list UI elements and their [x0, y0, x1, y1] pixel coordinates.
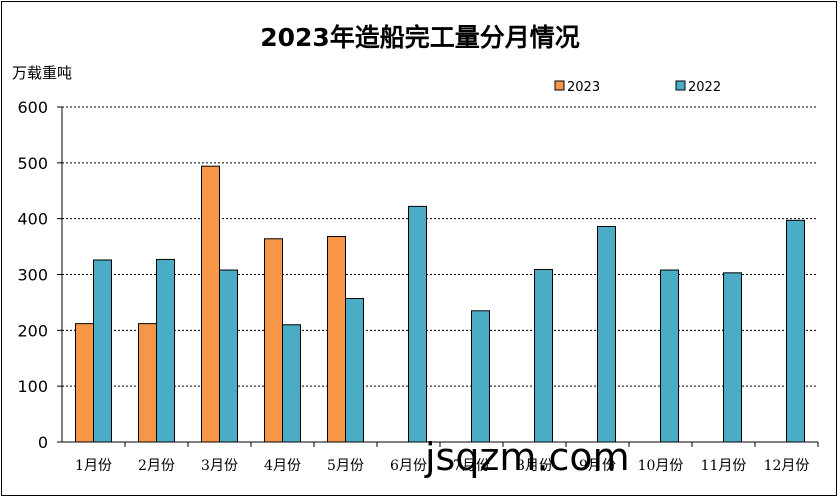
legend-label-2022: 2022 [688, 80, 721, 95]
bar-2022 [723, 272, 742, 443]
y-axis-label: 万载重吨 [12, 64, 72, 82]
bar-2022 [408, 205, 427, 443]
x-tick-label: 11月份 [701, 458, 747, 474]
y-tick-label: 300 [17, 266, 48, 285]
x-tick-label: 1月份 [75, 458, 112, 474]
y-tick-label: 100 [17, 377, 48, 396]
bar-2022 [660, 269, 679, 443]
y-tick-label: 500 [17, 154, 48, 173]
bar-2022 [534, 268, 553, 443]
x-tick-label: 6月份 [390, 458, 427, 474]
legend-label-2023: 2023 [567, 80, 600, 95]
x-tick-label: 4月份 [264, 458, 301, 474]
x-tick-label: 2月份 [138, 458, 175, 474]
watermark: jsqzm.com [424, 435, 630, 479]
x-tick-label: 12月份 [764, 458, 810, 474]
bars [75, 165, 805, 443]
y-ticks: 0 100 200 300 400 500 600 [17, 98, 62, 452]
y-tick-label: 400 [17, 210, 48, 229]
bar-2023 [201, 165, 220, 443]
x-tick-label: 3月份 [201, 458, 238, 474]
chart-title: 2023年造船完工量分月情况 [260, 23, 580, 52]
bar-2022 [219, 269, 238, 443]
bar-2023 [138, 323, 157, 443]
bar-2023 [327, 236, 346, 443]
x-tick-label: 10月份 [638, 458, 684, 474]
y-tick-label: 0 [38, 433, 48, 452]
y-tick-label: 600 [17, 98, 48, 117]
x-tick-label: 7月份 [453, 458, 490, 474]
x-ticks: 1月份 2月份 3月份 4月份 5月份 6月份 7月份 8月份 9月份 10月份 11月份 12月份 [75, 442, 819, 474]
bar-2022 [156, 258, 175, 443]
x-tick-label: 9月份 [579, 458, 616, 474]
bar-2023 [264, 238, 283, 443]
bar-2022 [597, 225, 616, 443]
legend-swatch-2023 [554, 80, 565, 91]
x-tick-label: 5月份 [327, 458, 364, 474]
legend: 2023 2022 [554, 80, 721, 95]
bar-2022 [93, 259, 112, 443]
x-tick-label: 8月份 [516, 458, 553, 474]
bar-2023 [75, 323, 94, 443]
bar-2022 [471, 310, 490, 443]
bar-2022 [786, 219, 805, 443]
bar-2022 [345, 298, 364, 443]
bar-2022 [282, 324, 301, 443]
y-tick-label: 200 [17, 321, 48, 340]
legend-swatch-2022 [675, 80, 686, 91]
gridlines [62, 106, 818, 387]
